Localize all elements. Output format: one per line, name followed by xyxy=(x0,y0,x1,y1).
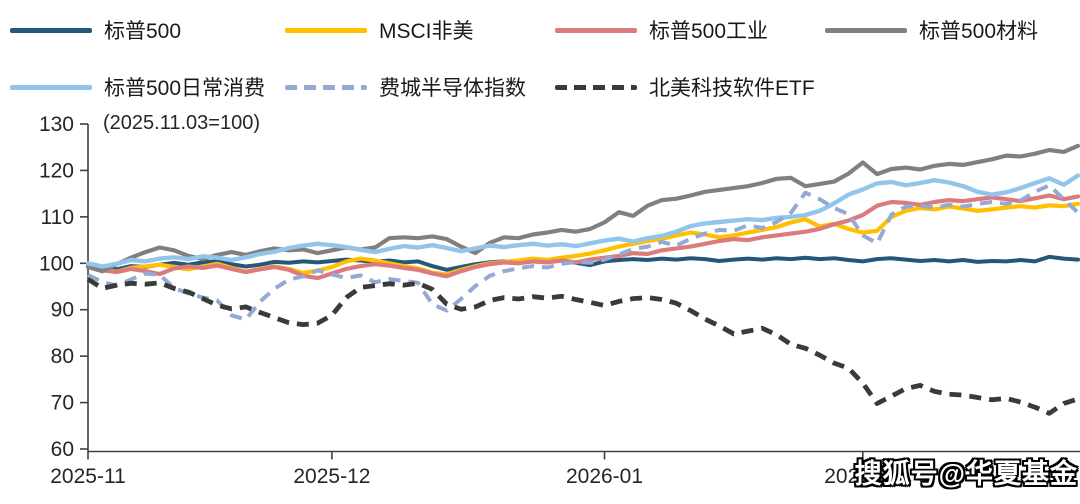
y-tick-label: 60 xyxy=(51,438,74,461)
legend-label: 费城半导体指数 xyxy=(379,77,526,100)
legend-label: 标普500材料 xyxy=(919,20,1039,43)
series-line-6 xyxy=(87,183,1080,322)
legend-label: MSCI非美 xyxy=(379,20,474,43)
base-date-annotation: (2025.11.03=100) xyxy=(103,112,260,134)
legend-dashed-line-swatch xyxy=(285,84,367,90)
legend-item-2: MSCI非美 xyxy=(285,17,474,43)
legend-line-swatch xyxy=(10,84,92,90)
legend-line-swatch xyxy=(555,27,637,33)
watermark: 搜狐号@华夏基金 xyxy=(854,459,1078,489)
x-tick-label: 2025-11 xyxy=(50,465,126,488)
legend-item-1: 标普500 xyxy=(10,17,181,43)
x-tick-label: 2025-12 xyxy=(293,465,370,488)
legend-label: 标普500日常消费 xyxy=(104,77,266,100)
series-line-4 xyxy=(85,143,1080,274)
legend: 标普500 MSCI非美 标普500工业 标普500材料标普500日常消费 费城半导体指… xyxy=(0,0,1080,110)
series-line-7 xyxy=(86,277,1079,416)
legend-line-swatch xyxy=(825,27,907,33)
y-tick-label: 100 xyxy=(39,252,74,275)
legend-line-swatch xyxy=(285,27,367,33)
legend-item-6: 费城半导体指数 xyxy=(285,74,526,100)
legend-dashed-line-swatch xyxy=(555,84,637,90)
x-tick-label: 2026-01 xyxy=(566,465,643,488)
legend-label: 标普500 xyxy=(104,20,182,43)
legend-item-3: 标普500工业 xyxy=(555,17,768,43)
legend-item-4: 标普500材料 xyxy=(825,17,1038,43)
y-tick-label: 80 xyxy=(51,345,74,368)
legend-label: 标普500工业 xyxy=(649,20,769,43)
y-tick-label: 70 xyxy=(51,392,74,415)
y-tick-label: 130 xyxy=(39,113,74,136)
y-tick-label: 110 xyxy=(41,206,74,229)
legend-line-swatch xyxy=(10,27,92,33)
x-tick-label: 2026-02 xyxy=(824,465,901,488)
y-tick-label: 120 xyxy=(39,159,74,182)
legend-label: 北美科技软件ETF xyxy=(649,77,815,100)
legend-item-7: 北美科技软件ETF xyxy=(555,74,815,100)
legend-item-5: 标普500日常消费 xyxy=(10,74,265,100)
series-line-5 xyxy=(85,173,1080,269)
y-tick-label: 90 xyxy=(51,299,74,322)
